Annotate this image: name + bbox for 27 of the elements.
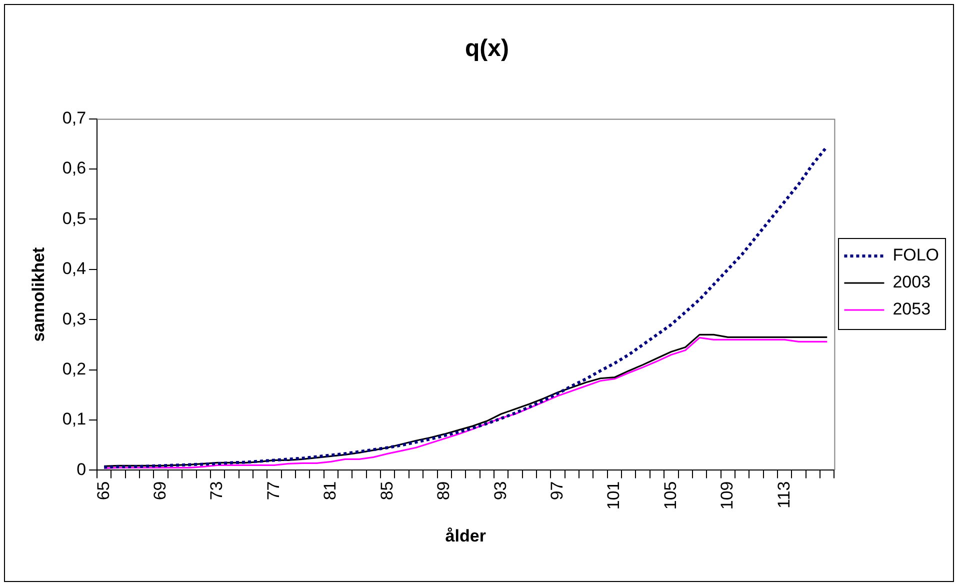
- y-tick-label: 0,4: [62, 259, 86, 278]
- y-tick-label: 0,6: [62, 158, 86, 178]
- y-axis-title: sannolikhet: [28, 246, 48, 342]
- legend-label: 2003: [892, 272, 931, 292]
- x-tick-label: 81: [320, 481, 340, 500]
- legend-label: 2053: [892, 300, 931, 319]
- x-axis-title: ålder: [445, 526, 486, 546]
- y-tick-label: 0,1: [62, 410, 86, 429]
- x-tick-label: 65: [94, 481, 113, 500]
- x-tick-label: 113: [774, 481, 794, 508]
- y-tick-label: 0: [76, 460, 86, 479]
- x-tick-label: 101: [604, 481, 624, 510]
- x-tick-label: 105: [660, 481, 680, 510]
- x-tick-label: 93: [490, 481, 510, 500]
- x-tick-label: 73: [207, 481, 226, 500]
- x-tick-label: 69: [150, 481, 170, 500]
- x-tick-label: 109: [718, 481, 737, 510]
- x-tick-label: 85: [377, 481, 396, 500]
- y-tick-label: 0,7: [62, 108, 86, 128]
- y-tick-label: 0,5: [62, 208, 86, 228]
- x-tick-label: 77: [264, 481, 283, 500]
- y-tick-label: 0,2: [62, 360, 86, 379]
- y-tick-label: 0,3: [62, 309, 86, 328]
- chart-title: q(x): [465, 35, 509, 62]
- x-tick-label: 97: [547, 481, 566, 500]
- legend-label: FOLO: [892, 246, 940, 265]
- x-tick-label: 89: [434, 481, 454, 500]
